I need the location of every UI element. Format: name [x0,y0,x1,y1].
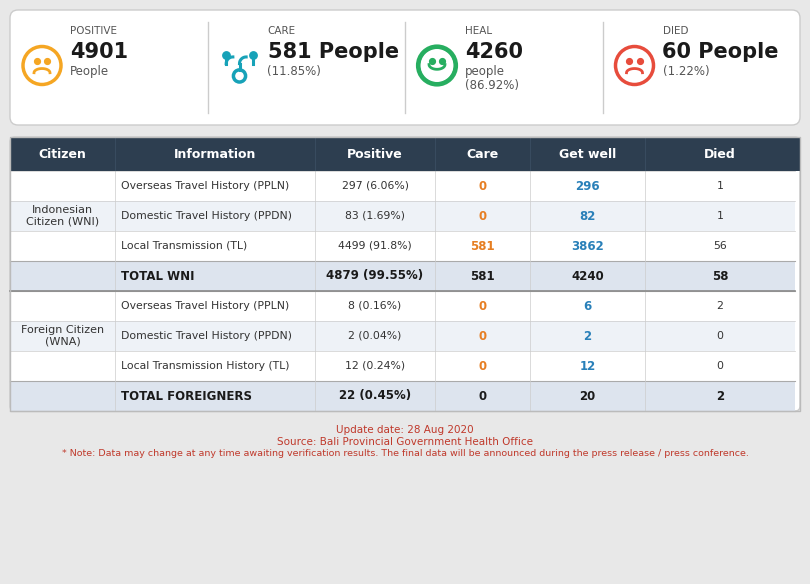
Text: Local Transmission History (TL): Local Transmission History (TL) [121,361,289,371]
Text: 22 (0.45%): 22 (0.45%) [339,390,411,402]
Text: 3862: 3862 [571,239,604,252]
Text: Local Transmission (TL): Local Transmission (TL) [121,241,247,251]
Text: 296: 296 [575,179,600,193]
Bar [10,154,800,171]
Text: 4260: 4260 [465,42,523,62]
Text: 82: 82 [579,210,595,223]
Bar [10,201,795,231]
Text: TOTAL FOREIGNERS: TOTAL FOREIGNERS [121,390,252,402]
Text: POSITIVE: POSITIVE [70,26,117,36]
Text: Update date: 28 Aug 2020: Update date: 28 Aug 2020 [336,425,474,435]
Text: Indonesian
Citizen (WNI): Indonesian Citizen (WNI) [26,205,99,227]
Text: 581: 581 [470,269,495,283]
Text: 581 People: 581 People [267,42,399,62]
Text: Information: Information [174,148,256,161]
Text: 4499 (91.8%): 4499 (91.8%) [338,241,411,251]
FancyBboxPatch shape [10,137,800,411]
Text: 2: 2 [716,390,724,402]
Bar [10,321,795,351]
Text: 0: 0 [717,331,723,341]
Text: DIED: DIED [663,26,688,36]
Text: 0: 0 [479,179,487,193]
Text: 0: 0 [479,300,487,312]
Bar [10,231,795,261]
Text: 4901: 4901 [70,42,128,62]
Text: 0: 0 [479,210,487,223]
Text: Overseas Travel History (PPLN): Overseas Travel History (PPLN) [121,301,289,311]
Text: 0: 0 [479,329,487,342]
Text: 12: 12 [579,360,595,373]
Circle shape [418,47,456,85]
Text: 60 People: 60 People [663,42,779,62]
Text: Domestic Travel History (PPDN): Domestic Travel History (PPDN) [121,331,292,341]
Text: 1: 1 [717,211,723,221]
Text: 581: 581 [470,239,495,252]
Text: 0: 0 [479,390,487,402]
Text: (1.22%): (1.22%) [663,65,709,78]
Bar [10,351,795,381]
Text: 20: 20 [579,390,595,402]
Text: 4879 (99.55%): 4879 (99.55%) [326,269,424,283]
Text: HEAL: HEAL [465,26,492,36]
FancyBboxPatch shape [10,10,800,125]
Text: Foreign Citizen
(WNA): Foreign Citizen (WNA) [21,325,104,347]
Text: People: People [70,65,109,78]
Text: 2 (0.04%): 2 (0.04%) [348,331,402,341]
Text: 6: 6 [583,300,591,312]
Text: Died: Died [704,148,735,161]
Text: 1: 1 [717,181,723,191]
Bar [10,381,795,411]
Text: 8 (0.16%): 8 (0.16%) [348,301,402,311]
Text: 56: 56 [713,241,727,251]
Text: Positive: Positive [347,148,403,161]
Bar [10,137,800,411]
Text: 58: 58 [712,269,728,283]
Text: Domestic Travel History (PPDN): Domestic Travel History (PPDN) [121,211,292,221]
Text: 0: 0 [717,361,723,371]
FancyBboxPatch shape [10,137,800,171]
Text: 2: 2 [583,329,591,342]
Text: CARE: CARE [267,26,296,36]
Circle shape [420,49,454,82]
Bar [10,261,795,291]
Bar [10,291,795,321]
Text: TOTAL WNI: TOTAL WNI [121,269,194,283]
Text: * Note: Data may change at any time awaiting verification results. The final dat: * Note: Data may change at any time awai… [62,449,748,458]
Text: 12 (0.24%): 12 (0.24%) [345,361,405,371]
Text: 2: 2 [717,301,723,311]
Text: people: people [465,65,505,78]
Bar [10,137,800,171]
Text: 0: 0 [479,360,487,373]
Text: Overseas Travel History (PPLN): Overseas Travel History (PPLN) [121,181,289,191]
Text: 83 (1.69%): 83 (1.69%) [345,211,405,221]
Text: Citizen: Citizen [39,148,87,161]
Text: 297 (6.06%): 297 (6.06%) [342,181,408,191]
Text: Care: Care [467,148,499,161]
Text: (11.85%): (11.85%) [267,65,322,78]
Text: Source: Bali Provincial Government Health Office: Source: Bali Provincial Government Healt… [277,437,533,447]
Text: Get well: Get well [559,148,616,161]
Bar [10,171,795,201]
Text: (86.92%): (86.92%) [465,79,519,92]
Text: 4240: 4240 [571,269,604,283]
